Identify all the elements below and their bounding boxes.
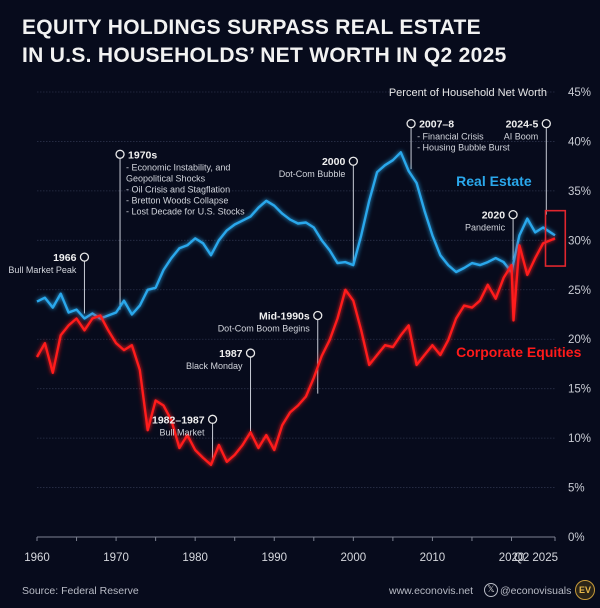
annotation-title: Mid-1990s [259, 310, 310, 322]
annotation-text: Pandemic [465, 223, 506, 233]
highlight-box [544, 209, 567, 267]
annotation-text: - Financial Crisis [417, 132, 484, 142]
chart-title: EQUITY HOLDINGS SURPASS REAL ESTATE IN U… [22, 14, 507, 70]
corporate-equities-label: Corporate Equities [456, 344, 581, 360]
chart-title-line-1: EQUITY HOLDINGS SURPASS REAL ESTATE [22, 16, 481, 39]
y-tick-label: 25% [568, 285, 591, 297]
x-tick-label: 1970 [103, 552, 129, 564]
social-handle-link[interactable]: @econovisuals [500, 585, 572, 597]
y-tick-label: 15% [568, 384, 591, 396]
annotation-text: - Oil Crisis and Stagflation [126, 184, 230, 194]
annotation-title: 1982–1987 [152, 414, 205, 426]
annotation-marker [207, 414, 218, 424]
annotation-marker [406, 118, 416, 129]
annotation-text: Dot-Com Bubble [279, 169, 346, 179]
x-tick-label: 1960 [24, 552, 50, 564]
annotation-title: 1966 [53, 252, 77, 264]
y-tick-label: 35% [568, 186, 591, 198]
annotation-title: 2024-5 [506, 119, 539, 131]
website-link[interactable]: www.econovis.net [389, 585, 474, 597]
annotation-text: Geopolitical Shocks [126, 173, 206, 183]
annotation-text: - Housing Bubble Burst [417, 143, 510, 153]
annotation-title: 2000 [322, 156, 346, 168]
annotation-text: Bull Market Peak [8, 265, 77, 275]
annotation-text: - Bretton Woods Collapse [126, 195, 228, 205]
x-logo-icon: 𝕏 [484, 583, 498, 597]
econovis-logo: EV [575, 580, 595, 600]
annotation-title: 2007–8 [419, 119, 454, 131]
x-tick-label: 2000 [341, 552, 367, 564]
source-note: Source: Federal Reserve [22, 585, 139, 597]
annotation-text: Dot-Com Boom Begins [218, 323, 311, 333]
y-tick-label: 40% [568, 136, 591, 148]
x-tick-label: 2010 [420, 552, 446, 564]
annotation-marker [508, 209, 518, 220]
annotation-title: 1987 [219, 348, 243, 360]
chart-title-line-2: IN U.S. HOUSEHOLDS’ NET WORTH IN Q2 2025 [22, 44, 507, 67]
x-tick-label: 1990 [261, 552, 287, 564]
y-tick-label: 20% [568, 334, 591, 346]
annotation-text: AI Boom [504, 132, 539, 142]
annotation-text: - Lost Decade for U.S. Stocks [126, 206, 245, 216]
y-tick-label: 10% [568, 433, 591, 445]
annotation-marker [115, 149, 125, 159]
annotation-marker [348, 156, 358, 166]
y-tick-label: 30% [568, 235, 591, 247]
y-axis-label: Percent of Household Net Worth [389, 87, 547, 99]
annotation-text: Black Monday [186, 361, 243, 371]
annotation-marker [313, 310, 323, 321]
annotation-text: - Economic Instability, and [126, 162, 230, 172]
y-tick-label: 45% [568, 87, 591, 99]
annotation-title: 2020 [482, 210, 506, 222]
x-tick-label: Q2 2025 [514, 552, 558, 564]
annotation-marker [541, 118, 551, 129]
real-estate-label: Real Estate [456, 173, 532, 189]
x-tick-label: 1980 [182, 552, 208, 564]
annotation-marker [79, 252, 90, 262]
annotation-title: 1970s [128, 149, 157, 161]
y-tick-label: 0% [568, 532, 585, 544]
real-estate-line [36, 151, 556, 320]
y-tick-label: 5% [568, 483, 585, 495]
annotation-text: Bull Market [160, 427, 206, 437]
x-tick-label: 2020 [499, 552, 525, 564]
annotation-marker [245, 348, 256, 358]
